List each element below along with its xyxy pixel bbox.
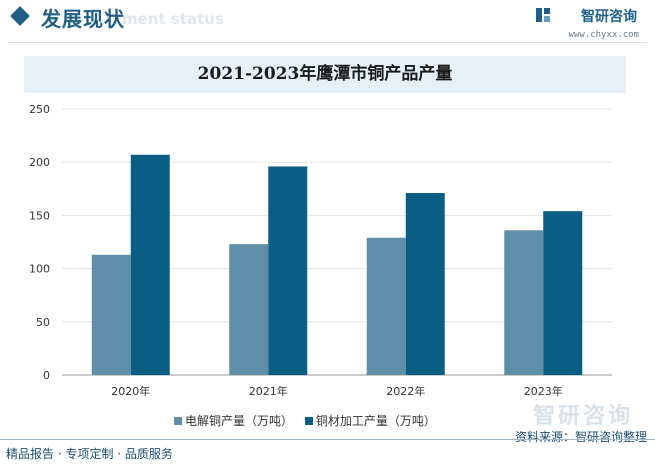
brand-name: 智研咨询: [581, 9, 637, 25]
legend-item-series2: 铜材加工产量（万吨）: [304, 412, 436, 429]
data-source: 资料来源：智研咨询整理: [514, 430, 647, 444]
bar-series2: [268, 166, 308, 375]
header: 发展现状 ment status 智研咨询 www.chyxx.com: [0, 0, 655, 40]
footer-divider: [0, 439, 655, 440]
legend-swatch-series1: [174, 417, 182, 425]
x-tick-label: 2023年: [524, 384, 563, 398]
chart-title: 2021-2023年鹰潭市铜产品产量: [24, 56, 626, 93]
legend-label-series2: 铜材加工产量（万吨）: [315, 414, 436, 428]
watermark-logo-text: 智研咨询: [532, 404, 633, 429]
brand-logo-icon: [536, 8, 550, 22]
y-tick-label: 100: [29, 263, 50, 276]
bar-series1: [91, 254, 131, 375]
x-tick-label: 2020年: [111, 384, 150, 398]
bar-series2: [130, 154, 170, 375]
section-title: 发展现状: [41, 7, 125, 31]
y-tick-label: 0: [43, 369, 50, 382]
brand-url: www.chyxx.com: [568, 30, 639, 40]
x-tick-label: 2022年: [386, 384, 425, 398]
header-divider: [8, 42, 647, 43]
chart-legend: 电解铜产量（万吨） 铜材加工产量（万吨）: [174, 412, 444, 429]
y-tick-label: 200: [29, 156, 50, 169]
footer-tagline: 精品报告 · 专项定制 · 品质服务: [6, 447, 173, 461]
bar-series1: [229, 244, 269, 375]
bar-series1: [504, 230, 544, 375]
legend-swatch-series2: [304, 417, 313, 425]
section-subtitle: ment status: [122, 10, 224, 28]
legend-item-series1: 电解铜产量（万吨）: [174, 412, 293, 429]
x-tick-label: 2021年: [249, 384, 288, 398]
y-tick-label: 150: [29, 209, 50, 222]
y-tick-label: 50: [36, 316, 50, 329]
bar-series1: [366, 237, 406, 375]
bar-series2: [543, 211, 583, 375]
legend-label-series1: 电解铜产量（万吨）: [185, 414, 294, 428]
bar-series2: [405, 193, 445, 375]
y-tick-label: 250: [29, 103, 50, 116]
